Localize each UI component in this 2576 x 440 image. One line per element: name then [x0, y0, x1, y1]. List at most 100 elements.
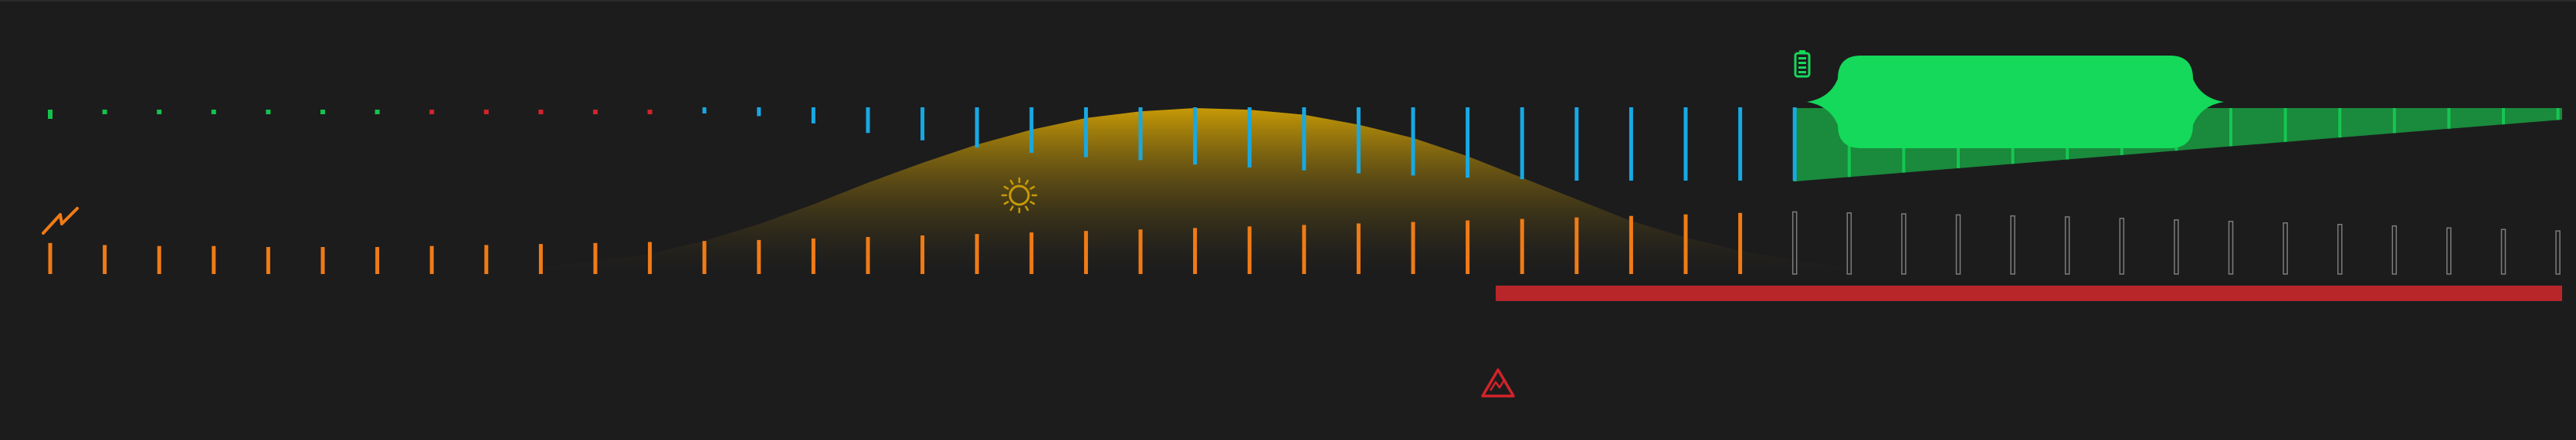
battery-band-bar: [2556, 108, 2560, 120]
price-marker: [920, 107, 925, 140]
forecast-consumption-bar: [2337, 224, 2343, 275]
consumption-bar: [1083, 231, 1088, 274]
outage-period-bar: [1496, 286, 2562, 301]
price-marker: [1466, 107, 1470, 178]
forecast-consumption-bar: [2283, 222, 2288, 275]
price-marker: [1738, 107, 1743, 181]
price-marker: [1792, 107, 1797, 181]
battery-band-bar: [2502, 108, 2505, 125]
lightning-icon: [42, 207, 79, 235]
consumption-bar: [702, 241, 707, 274]
consumption-bar: [1029, 232, 1034, 274]
consumption-bar: [1411, 222, 1415, 274]
consumption-bar: [811, 238, 815, 274]
consumption-bar: [1738, 212, 1743, 274]
sun-icon: [1003, 185, 1009, 190]
price-marker: [1574, 107, 1579, 181]
sun-icon: [1009, 205, 1014, 212]
battery-band-bar: [2447, 108, 2451, 129]
forecast-consumption-bar: [1846, 212, 1852, 275]
price-marker: [1520, 107, 1524, 180]
price-marker: [1138, 107, 1143, 161]
consumption-bar: [1247, 226, 1252, 274]
price-marker: [1683, 107, 1688, 181]
forecast-consumption-bar: [2391, 225, 2398, 275]
price-marker: [1629, 107, 1633, 181]
price-marker: [1193, 107, 1198, 165]
top-divider: [0, 0, 2576, 2]
battery-band-bar: [2229, 108, 2232, 147]
consumption-bar: [157, 245, 161, 274]
battery-icon: [1798, 66, 1806, 69]
price-marker: [1029, 107, 1034, 153]
consumption-bar: [1302, 225, 1307, 274]
price-marker: [375, 110, 380, 114]
battery-icon: [1794, 52, 1811, 78]
battery-icon: [1798, 62, 1806, 64]
consumption-bar: [920, 235, 925, 274]
battery-band-bar: [2392, 108, 2396, 134]
price-marker: [102, 110, 107, 114]
consumption-bar: [1193, 228, 1198, 274]
consumption-bar: [266, 247, 270, 274]
price-marker: [320, 110, 325, 114]
consumption-bar: [538, 244, 543, 274]
price-marker: [483, 110, 489, 114]
forecast-consumption-bar: [2119, 218, 2125, 275]
price-marker: [1356, 107, 1361, 174]
consumption-bar: [974, 234, 979, 274]
consumption-bar: [648, 242, 652, 274]
forecast-consumption-bar: [2174, 219, 2179, 275]
sun-icon: [1009, 179, 1014, 185]
battery-band-bar: [2283, 108, 2287, 142]
battery-icon: [1798, 57, 1806, 59]
forecast-consumption-bar: [1791, 211, 1798, 275]
sun-icon: [1008, 184, 1030, 206]
consumption-bar: [320, 247, 325, 274]
consumption-bar: [866, 237, 870, 274]
price-marker: [647, 110, 652, 114]
consumption-bar: [103, 245, 107, 274]
sun-icon: [1025, 205, 1029, 212]
forecast-consumption-bar: [2010, 215, 2015, 275]
price-marker: [1083, 107, 1088, 157]
price-marker: [266, 110, 271, 114]
price-marker: [866, 107, 870, 134]
consumption-bar: [375, 247, 380, 274]
solar-production-area: [50, 108, 2576, 274]
consumption-bar: [1138, 229, 1143, 274]
price-marker: [157, 110, 162, 114]
warning-triangle-icon: [1481, 368, 1515, 398]
battery-icon: [1798, 71, 1806, 73]
forecast-consumption-bar: [1901, 213, 1907, 275]
consumption-bar: [429, 245, 434, 274]
consumption-bar: [1629, 215, 1633, 274]
consumption-bar: [593, 242, 598, 274]
forecast-consumption-bar: [2064, 216, 2070, 275]
forecast-consumption-bar: [2555, 230, 2561, 275]
price-marker: [48, 110, 53, 119]
consumption-bar: [48, 242, 53, 274]
price-marker: [1247, 107, 1252, 168]
price-marker: [211, 110, 216, 114]
forecast-consumption-bar: [2228, 221, 2234, 275]
consumption-bar: [484, 245, 489, 274]
warning-triangle-icon: [1489, 378, 1507, 391]
battery-band-bar: [2338, 108, 2342, 138]
consumption-bar: [212, 245, 216, 274]
price-marker: [757, 107, 761, 117]
battery-tooltip-bubble: [1807, 56, 2224, 148]
price-marker: [811, 107, 815, 124]
forecast-consumption-bar: [2446, 227, 2452, 275]
consumption-bar: [1520, 218, 1524, 274]
price-marker: [538, 110, 544, 114]
sun-icon: [1029, 201, 1035, 205]
sun-icon: [1025, 179, 1029, 185]
consumption-bar: [757, 239, 761, 274]
sun-icon: [1029, 185, 1035, 190]
price-marker: [974, 107, 979, 148]
price-marker: [702, 107, 707, 113]
consumption-bar: [1683, 214, 1688, 274]
sun-icon: [1003, 201, 1009, 205]
